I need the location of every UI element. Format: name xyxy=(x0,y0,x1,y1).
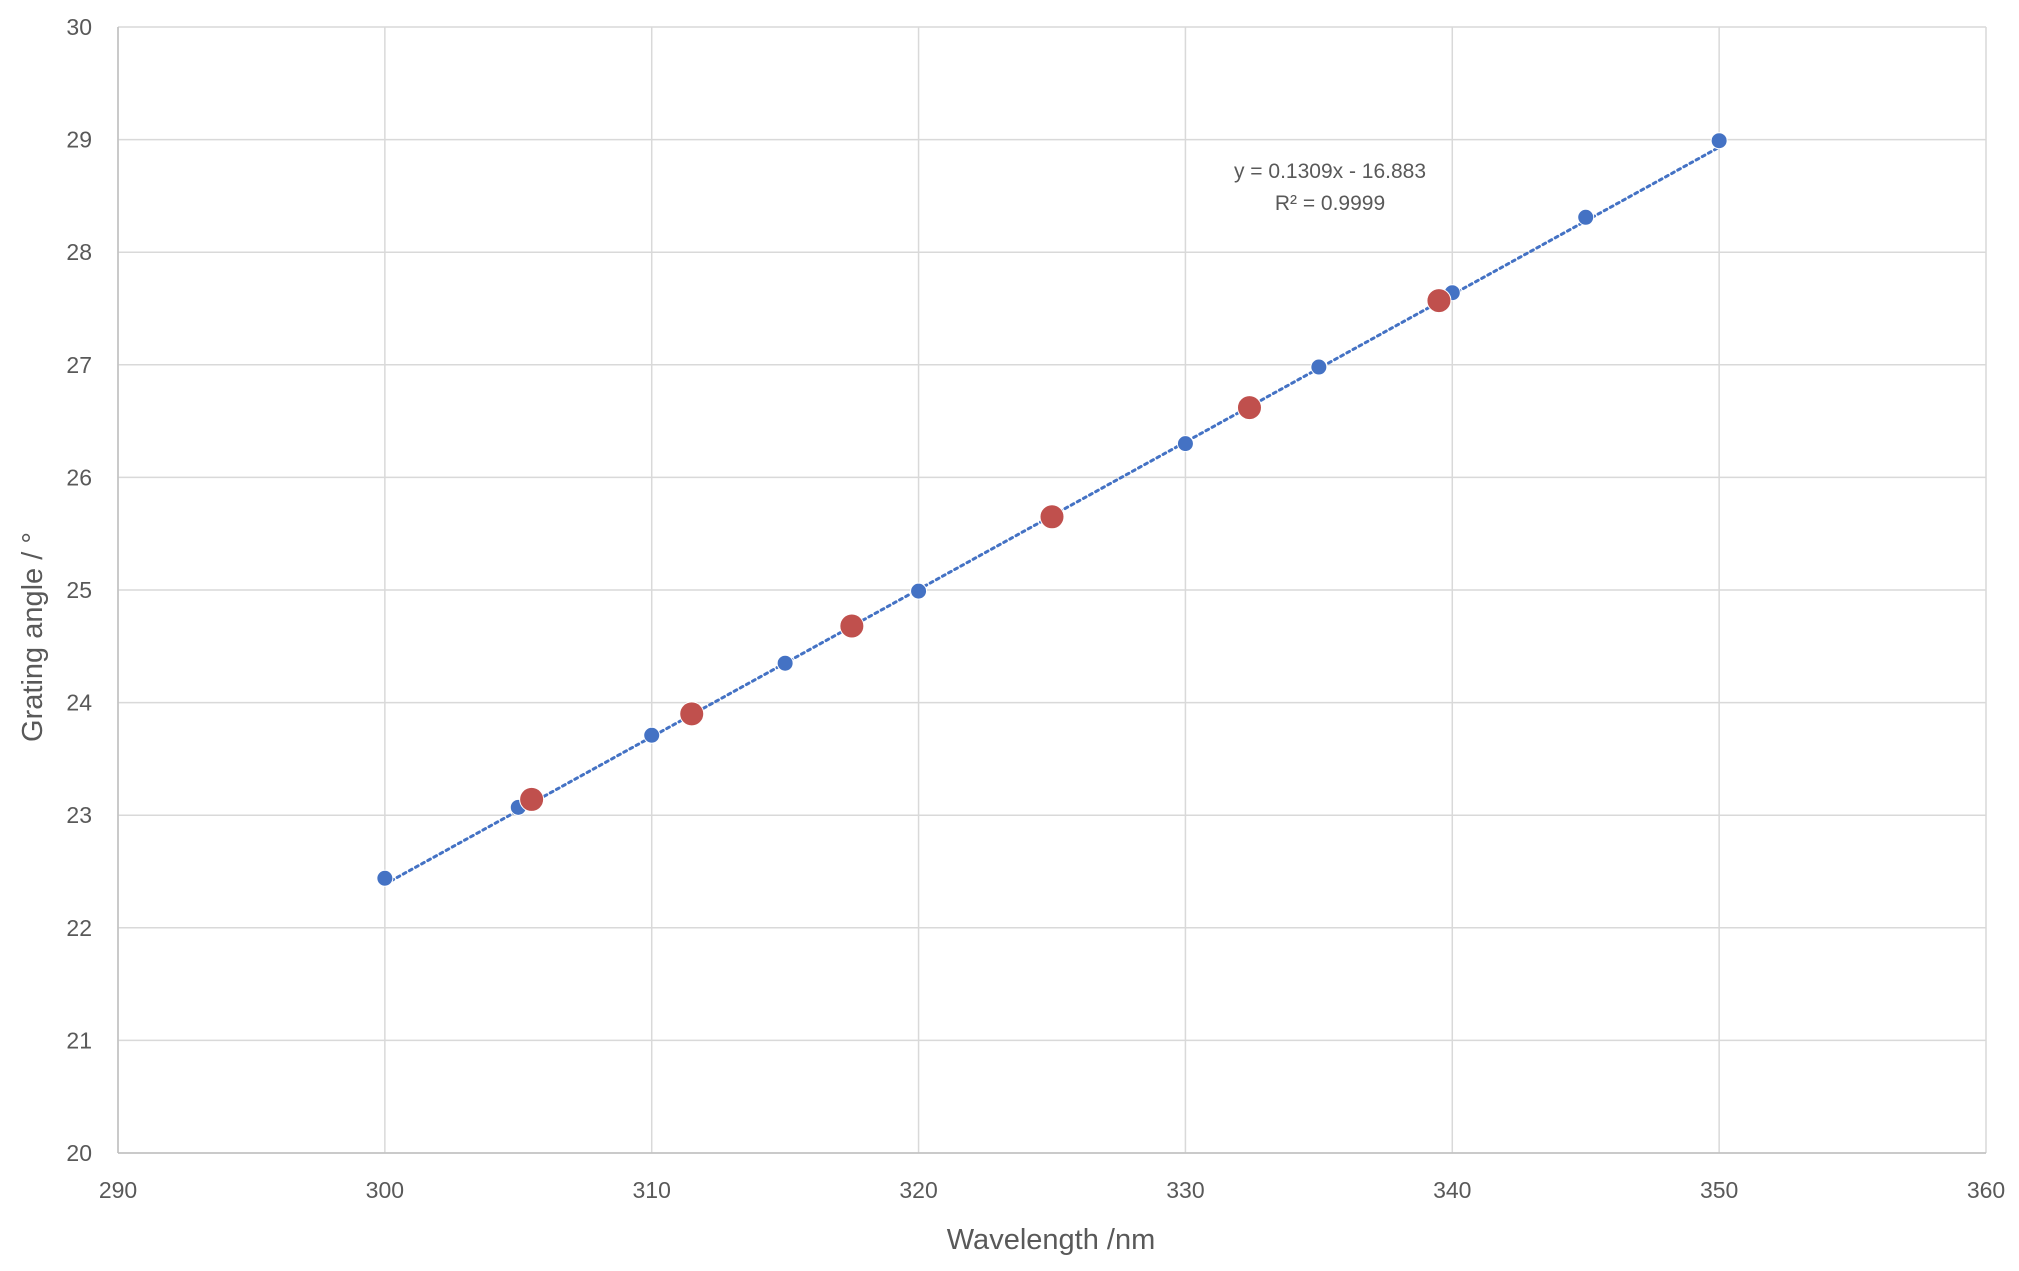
tick-labels: 20 21 22 23 24 25 26 27 28 29 30 290 300 310 320 330 340… xyxy=(66,14,2005,1203)
data-point-series-1 xyxy=(910,582,928,600)
x-tick-label: 340 xyxy=(1433,1177,1471,1203)
x-tick-label: 360 xyxy=(1967,1177,2005,1203)
x-tick-label: 310 xyxy=(633,1177,671,1203)
y-tick-label: 27 xyxy=(66,352,92,378)
y-tick-label: 26 xyxy=(66,464,92,490)
x-tick-label: 350 xyxy=(1700,1177,1738,1203)
data-point-series-1 xyxy=(1577,208,1595,226)
x-axis-title: Wavelength /nm xyxy=(947,1224,1155,1256)
data-point-series-2 xyxy=(679,701,705,727)
y-tick-label: 29 xyxy=(66,127,92,153)
y-axis-title: Grating angle / ° xyxy=(17,532,49,742)
axes xyxy=(117,27,1986,1154)
x-tick-label: 330 xyxy=(1166,1177,1204,1203)
data-point-series-1 xyxy=(376,869,394,887)
x-tick-label: 290 xyxy=(99,1177,137,1203)
data-point-series-1 xyxy=(776,654,794,672)
data-point-series-2 xyxy=(839,613,865,639)
data-point-series-1 xyxy=(1310,358,1328,376)
x-tick-label: 320 xyxy=(899,1177,937,1203)
y-tick-label: 23 xyxy=(66,802,92,828)
trendline-equation: y = 0.1309x - 16.883 xyxy=(1234,160,1426,183)
data-point-series-1 xyxy=(1176,435,1194,453)
data-point-series-1 xyxy=(1710,132,1728,150)
x-tick-label: 300 xyxy=(366,1177,404,1203)
data-point-series-2 xyxy=(519,786,545,812)
data-point-series-2 xyxy=(1426,288,1452,314)
data-point-series-2 xyxy=(1039,504,1065,530)
data-points xyxy=(376,132,1728,887)
y-tick-label: 24 xyxy=(66,690,92,716)
data-point-series-1 xyxy=(643,726,661,744)
y-tick-label: 30 xyxy=(66,14,92,40)
y-tick-label: 25 xyxy=(66,577,92,603)
y-tick-label: 28 xyxy=(66,239,92,265)
y-tick-label: 21 xyxy=(66,1027,92,1053)
trendline-r-squared: R² = 0.9999 xyxy=(1275,192,1385,215)
trendline-annotation: y = 0.1309x - 16.883 R² = 0.9999 xyxy=(1234,160,1426,215)
data-point-series-2 xyxy=(1236,395,1262,421)
y-tick-label: 20 xyxy=(66,1140,92,1166)
y-tick-label: 22 xyxy=(66,915,92,941)
